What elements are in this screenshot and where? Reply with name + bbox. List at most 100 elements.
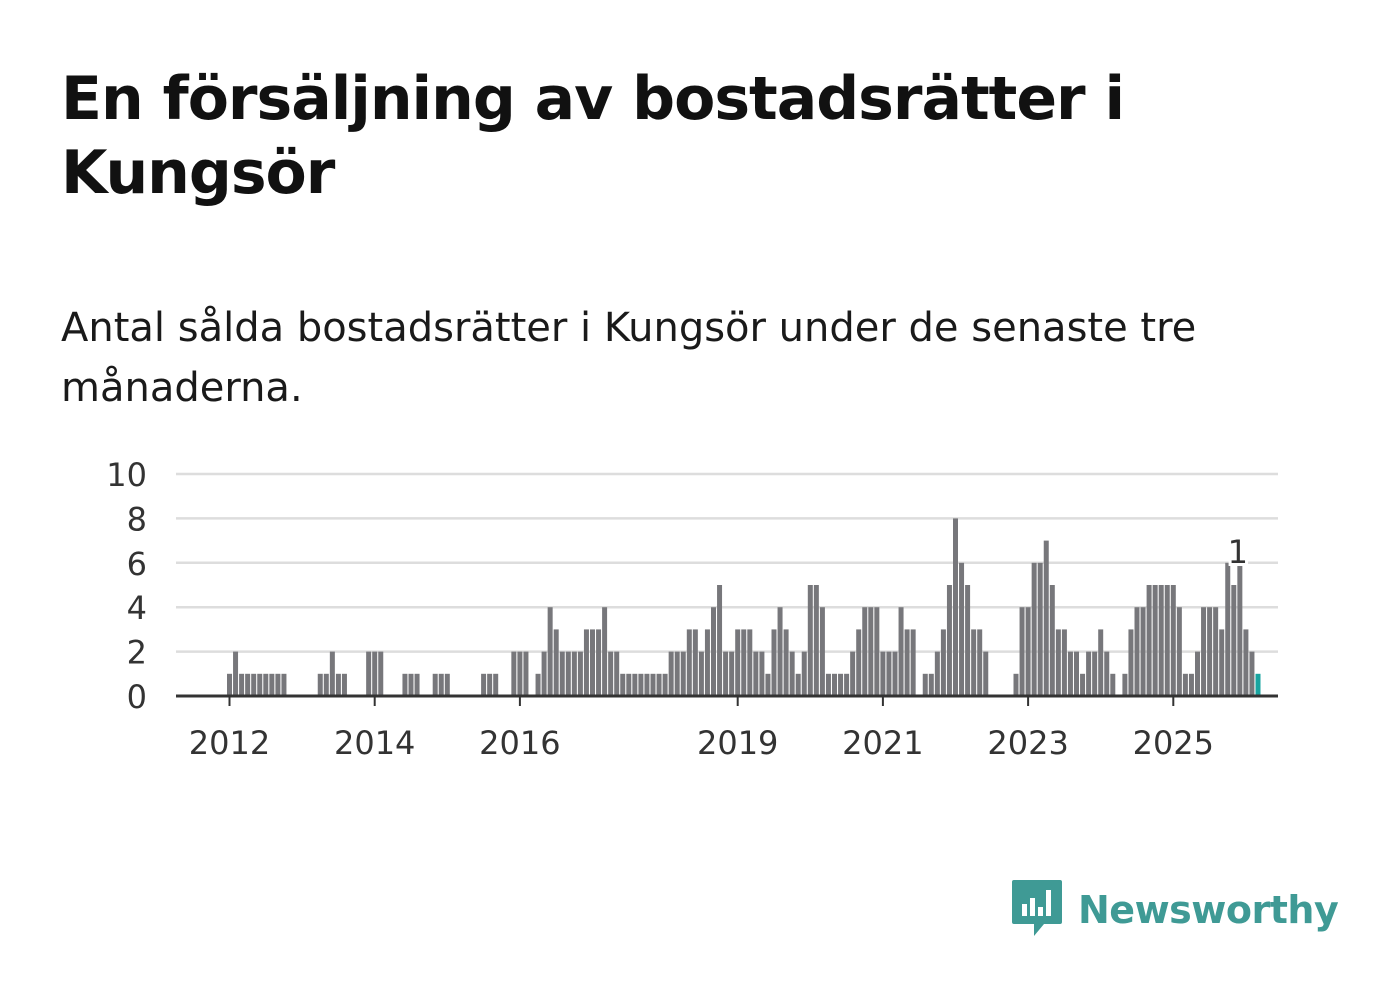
bar	[717, 585, 723, 696]
x-tick-label: 2016	[479, 724, 560, 762]
bar	[753, 651, 759, 696]
bar	[1037, 562, 1043, 696]
bar	[257, 673, 263, 696]
bar	[838, 673, 844, 696]
bar	[965, 585, 971, 696]
bar	[444, 673, 450, 696]
y-tick-label: 10	[106, 456, 147, 494]
bar	[953, 518, 958, 696]
bar	[898, 607, 904, 696]
bar	[759, 651, 765, 696]
bar	[1182, 673, 1188, 696]
bar	[668, 651, 674, 696]
bar	[807, 585, 813, 696]
bar	[856, 629, 862, 696]
bar	[1080, 673, 1086, 696]
bar	[323, 673, 329, 696]
bar	[1061, 629, 1067, 696]
y-tick-label: 6	[127, 545, 147, 583]
bar-chart: 0 2 4 6 8 10 2012 2014 2016 2019 2021 2023 2025 1	[106, 456, 1278, 762]
bar	[1086, 651, 1092, 696]
tick-labels: 0 2 4 6 8 10 2012 2014 2016 2019 2021 2023 2025 1	[106, 456, 1251, 762]
bar	[1170, 585, 1176, 696]
bar	[904, 629, 910, 696]
bar	[1207, 607, 1213, 696]
bar	[783, 629, 789, 696]
bar	[698, 651, 704, 696]
bar	[341, 673, 347, 696]
bar	[602, 607, 608, 696]
bar	[596, 629, 602, 696]
bar	[559, 651, 565, 696]
bar	[493, 673, 499, 696]
bar	[892, 651, 898, 696]
logo-text: Newsworthy	[1078, 888, 1339, 932]
bar	[438, 673, 444, 696]
bar	[614, 651, 620, 696]
bar	[650, 673, 656, 696]
bar	[1164, 585, 1170, 696]
bar	[245, 673, 251, 696]
bar	[747, 629, 753, 696]
bar	[317, 673, 323, 696]
bar	[1225, 562, 1231, 696]
x-tick-label: 2012	[189, 724, 270, 762]
bar	[1219, 629, 1225, 696]
bar	[626, 673, 632, 696]
bar	[959, 562, 965, 696]
bar	[481, 673, 487, 696]
bar	[1231, 585, 1237, 696]
bar	[928, 673, 934, 696]
y-tick-label: 4	[127, 589, 147, 627]
bar	[638, 673, 644, 696]
bar	[1134, 607, 1140, 696]
bar	[656, 673, 662, 696]
bar	[547, 607, 553, 696]
bar	[644, 673, 650, 696]
y-tick-label: 0	[127, 678, 147, 716]
y-tick-label: 2	[127, 634, 147, 672]
x-tick-label: 2019	[697, 724, 778, 762]
annotation-label: 1	[1228, 533, 1248, 571]
bar	[281, 673, 287, 696]
newsworthy-logo: Newsworthy	[1010, 878, 1339, 942]
bar	[1152, 585, 1158, 696]
bar	[1049, 585, 1055, 696]
bar	[372, 651, 378, 696]
bar	[620, 673, 626, 696]
newsworthy-logo-icon	[1012, 880, 1062, 936]
bar	[1201, 607, 1207, 696]
bar	[1025, 607, 1031, 696]
bar	[971, 629, 977, 696]
bar	[432, 673, 438, 696]
bar	[765, 673, 771, 696]
bar	[686, 629, 692, 696]
bar	[275, 673, 281, 696]
bar	[832, 673, 837, 696]
bar	[868, 607, 874, 696]
bar	[825, 673, 831, 696]
bar	[1055, 629, 1061, 696]
bar	[329, 651, 335, 696]
bar	[1188, 673, 1194, 696]
bar	[511, 651, 517, 696]
bar	[1067, 651, 1073, 696]
bar	[862, 607, 868, 696]
bar	[771, 629, 777, 696]
bar	[922, 673, 928, 696]
x-tick-label: 2014	[334, 724, 415, 762]
bar	[946, 585, 952, 696]
bar	[777, 607, 783, 696]
bar	[1146, 585, 1152, 696]
bar	[934, 651, 940, 696]
chart-subtitle: Antal sålda bostadsrätter i Kungsör unde…	[61, 305, 1197, 411]
bar	[1195, 651, 1200, 696]
bar	[517, 651, 523, 696]
bar	[850, 651, 856, 696]
bar	[608, 651, 614, 696]
bar	[414, 673, 420, 696]
x-tick-label: 2021	[842, 724, 923, 762]
bar	[741, 629, 747, 696]
bar	[577, 651, 583, 696]
bar	[487, 673, 493, 696]
